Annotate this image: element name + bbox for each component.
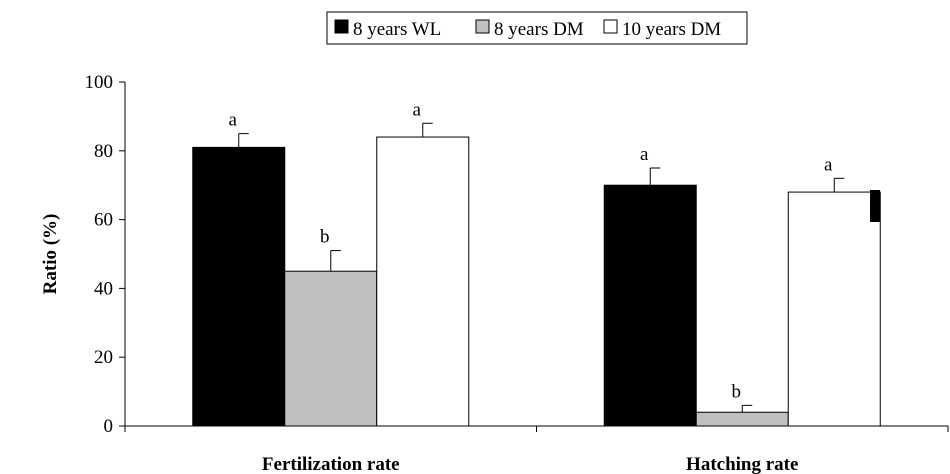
- bar: [376, 136, 470, 427]
- y-tick-label: 60: [94, 210, 113, 231]
- legend: 8 years WL 8 years DM 10 years DM: [326, 11, 748, 45]
- bar: [284, 270, 378, 427]
- legend-swatch: [603, 19, 618, 34]
- legend-entry: 10 years DM: [622, 19, 721, 40]
- legend-entry: 8 years DM: [494, 19, 584, 40]
- y-axis: 0 20 40 60 80 100: [85, 72, 126, 437]
- bar: [695, 411, 789, 427]
- y-axis-title: Ratio (%): [40, 214, 61, 295]
- significance-label: a: [413, 99, 422, 120]
- category-label: Fertilization rate: [262, 454, 400, 474]
- legend-swatch: [334, 19, 349, 34]
- y-tick-label: 80: [94, 141, 113, 162]
- legend-box: [326, 11, 748, 45]
- bar: [787, 191, 881, 427]
- category-label: Hatching rate: [686, 454, 798, 474]
- bar: [603, 184, 697, 427]
- significance-label: b: [732, 381, 742, 402]
- x-axis: Fertilization rate Hatching rate: [124, 425, 949, 474]
- y-tick-label: 20: [94, 347, 113, 368]
- bar-marker: [870, 190, 880, 222]
- y-tick-label: 100: [85, 72, 114, 93]
- bar: [192, 146, 286, 427]
- significance-label: a: [824, 154, 833, 175]
- legend-swatch: [475, 19, 490, 34]
- y-tick-label: 40: [94, 278, 113, 299]
- y-tick-label: 0: [104, 416, 114, 437]
- significance-label: a: [640, 144, 649, 165]
- bars: a b a a b a: [192, 99, 881, 427]
- significance-label: a: [229, 110, 238, 131]
- legend-entry: 8 years WL: [353, 19, 441, 40]
- significance-label: b: [320, 227, 330, 248]
